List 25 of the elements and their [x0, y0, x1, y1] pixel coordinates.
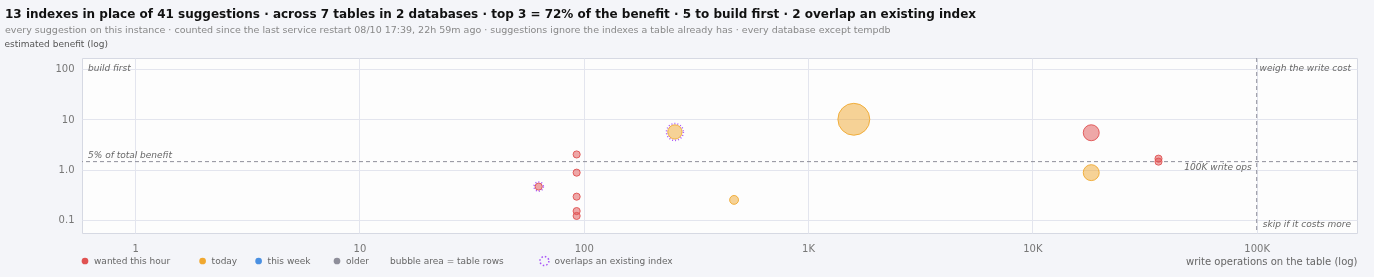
x-tick-label: 10K — [1023, 242, 1043, 254]
annotation: build first — [88, 63, 132, 73]
legend-label: older — [346, 256, 370, 266]
chart-subtitle: every suggestion on this instance · counted since the last service restart 08/10 17:39, 22h 59m ago · suggestions ignore the indexes a table already has · every database except tempdb — [5, 24, 891, 35]
ref-line-label: 5% of total benefit — [88, 149, 173, 160]
legend-label: this week — [267, 256, 312, 266]
chart-title: 13 indexes in place of 41 suggestions · across 7 tables in 2 databases · top 3 = 72% of the benefit · 5 to build first · 2 overlap an existing index — [5, 7, 977, 21]
x-tick-label: 100 — [574, 242, 594, 254]
x-axis-title: write operations on the table (log) — [1186, 255, 1358, 267]
y-tick-label: 10 — [61, 113, 75, 125]
legend-label: today — [211, 256, 238, 266]
x-tick-label: 10 — [353, 242, 367, 254]
annotation: weigh the write cost — [1259, 63, 1352, 73]
legend-label: overlaps an existing index — [554, 256, 674, 266]
x-tick-label: 100K — [1244, 242, 1271, 254]
y-axis-title: estimated benefit (log) — [4, 38, 108, 49]
y-tick-label: 100 — [55, 63, 75, 75]
y-tick-label: 0.1 — [58, 214, 75, 226]
ref-line-label: 100K write ops — [1184, 161, 1252, 172]
text: bubble area = table rows — [390, 256, 505, 266]
legend-label: wanted this hour — [94, 256, 171, 266]
y-tick-label: 1.0 — [58, 164, 75, 176]
annotation: skip if it costs more — [1262, 219, 1352, 229]
x-tick-label: 1 — [132, 242, 139, 254]
x-tick-label: 1K — [802, 242, 816, 254]
